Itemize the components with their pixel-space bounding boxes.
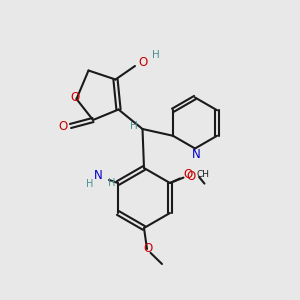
Text: H: H [152,50,160,60]
Text: O: O [183,167,193,181]
Text: N: N [192,148,201,161]
Text: H: H [108,178,116,188]
Text: H: H [86,179,93,189]
Text: O: O [139,56,148,69]
Text: H: H [130,121,137,131]
Text: N: N [94,169,103,182]
Text: O: O [58,119,68,133]
Text: O: O [187,169,196,183]
Text: O: O [144,242,153,256]
Text: O: O [70,91,80,104]
Text: CH: CH [196,169,209,178]
